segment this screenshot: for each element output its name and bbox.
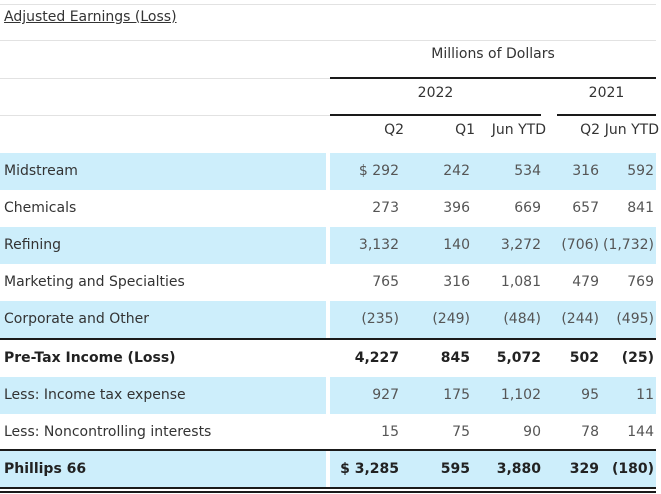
cell-ytd-2022: 1,081 bbox=[500, 274, 541, 290]
column-gap bbox=[326, 377, 330, 414]
units-header: Millions of Dollars bbox=[431, 46, 555, 62]
row-label: Marketing and Specialties bbox=[4, 274, 185, 290]
row-label: Midstream bbox=[4, 163, 78, 179]
row-label: Corporate and Other bbox=[4, 311, 149, 327]
row-label: Phillips 66 bbox=[4, 461, 87, 477]
column-gap bbox=[326, 301, 330, 338]
table-row-noncontrolling: Less: Noncontrolling interests 15 75 90 … bbox=[0, 414, 656, 451]
cell-ytd-2021: (25) bbox=[621, 350, 654, 366]
cell-ytd-2021: 841 bbox=[627, 200, 654, 216]
column-gap bbox=[326, 227, 330, 264]
year-2021-rule bbox=[557, 114, 656, 116]
cell-q2-2021: 95 bbox=[581, 387, 599, 403]
cell-q2-2022: $ 292 bbox=[358, 163, 399, 179]
col-header-q2-2022: Q2 bbox=[384, 122, 404, 138]
row-label: Less: Income tax expense bbox=[4, 387, 186, 403]
cell-q2-2022: (235) bbox=[361, 311, 399, 327]
cell-q2-2021: 316 bbox=[572, 163, 599, 179]
row-label: Refining bbox=[4, 237, 62, 253]
table-row-corporate: Corporate and Other (235) (249) (484) (2… bbox=[0, 301, 656, 338]
divider bbox=[0, 4, 656, 5]
table-row-midstream: Midstream $ 292 242 534 316 592 bbox=[0, 153, 656, 190]
cell-ytd-2021: 769 bbox=[627, 274, 654, 290]
cell-q2-2021: (244) bbox=[561, 311, 599, 327]
cell-ytd-2022: 669 bbox=[514, 200, 541, 216]
divider bbox=[0, 40, 656, 41]
cell-q1-2022: 316 bbox=[443, 274, 470, 290]
double-rule-top bbox=[0, 487, 656, 489]
cell-ytd-2021: 144 bbox=[627, 424, 654, 440]
cell-q2-2022: 927 bbox=[372, 387, 399, 403]
cell-q2-2022: $ 3,285 bbox=[340, 461, 399, 477]
cell-q1-2022: 595 bbox=[440, 461, 470, 477]
divider bbox=[0, 78, 330, 79]
cell-ytd-2022: 1,102 bbox=[500, 387, 541, 403]
cell-ytd-2022: 5,072 bbox=[496, 350, 541, 366]
cell-ytd-2021: (1,732) bbox=[602, 237, 654, 253]
year-2021-header: 2021 bbox=[588, 85, 625, 101]
divider bbox=[0, 115, 330, 116]
cell-q2-2021: (706) bbox=[561, 237, 599, 253]
col-header-ytd-2021: Jun YTD bbox=[604, 122, 659, 138]
table-row-marketing: Marketing and Specialties 765 316 1,081 … bbox=[0, 264, 656, 301]
cell-ytd-2022: (484) bbox=[503, 311, 541, 327]
cell-q2-2022: 3,132 bbox=[358, 237, 399, 253]
cell-q1-2022: (249) bbox=[432, 311, 470, 327]
cell-q1-2022: 845 bbox=[440, 350, 470, 366]
total-rule bbox=[0, 449, 656, 451]
cell-q2-2021: 479 bbox=[572, 274, 599, 290]
column-gap bbox=[326, 451, 330, 488]
table-row-chemicals: Chemicals 273 396 669 657 841 bbox=[0, 190, 656, 227]
row-label: Chemicals bbox=[4, 200, 77, 216]
cell-ytd-2021: (495) bbox=[616, 311, 654, 327]
cell-ytd-2022: 3,880 bbox=[496, 461, 541, 477]
table-row-income-tax: Less: Income tax expense 927 175 1,102 9… bbox=[0, 377, 656, 414]
col-header-q2-2021: Q2 bbox=[580, 122, 600, 138]
cell-q2-2021: 657 bbox=[572, 200, 599, 216]
header-rule bbox=[330, 77, 656, 79]
table-row-pretax-income: Pre-Tax Income (Loss) 4,227 845 5,072 50… bbox=[0, 340, 656, 377]
column-gap bbox=[326, 153, 330, 190]
cell-q2-2021: 329 bbox=[569, 461, 599, 477]
table-row-total: Phillips 66 $ 3,285 595 3,880 329 (180) bbox=[0, 451, 656, 488]
cell-ytd-2022: 90 bbox=[523, 424, 541, 440]
cell-ytd-2021: (180) bbox=[611, 461, 654, 477]
table-row-refining: Refining 3,132 140 3,272 (706) (1,732) bbox=[0, 227, 656, 264]
cell-q1-2022: 140 bbox=[443, 237, 470, 253]
double-rule-bottom bbox=[0, 491, 656, 493]
cell-q1-2022: 75 bbox=[452, 424, 470, 440]
year-2022-header: 2022 bbox=[417, 85, 454, 101]
cell-q2-2021: 78 bbox=[581, 424, 599, 440]
cell-ytd-2021: 11 bbox=[636, 387, 654, 403]
row-label: Less: Noncontrolling interests bbox=[4, 424, 212, 440]
cell-ytd-2022: 3,272 bbox=[500, 237, 541, 253]
cell-q2-2022: 4,227 bbox=[354, 350, 399, 366]
table-title: Adjusted Earnings (Loss) bbox=[4, 9, 177, 25]
year-2022-rule bbox=[330, 114, 541, 116]
cell-ytd-2022: 534 bbox=[514, 163, 541, 179]
cell-q1-2022: 396 bbox=[443, 200, 470, 216]
cell-q2-2021: 502 bbox=[569, 350, 599, 366]
col-header-ytd-2022: Jun YTD bbox=[491, 122, 546, 138]
col-header-q1-2022: Q1 bbox=[455, 122, 475, 138]
cell-q2-2022: 15 bbox=[381, 424, 399, 440]
cell-q2-2022: 273 bbox=[372, 200, 399, 216]
cell-q1-2022: 175 bbox=[443, 387, 470, 403]
row-label: Pre-Tax Income (Loss) bbox=[4, 350, 176, 366]
subtotal-rule bbox=[0, 338, 656, 340]
cell-q1-2022: 242 bbox=[443, 163, 470, 179]
cell-ytd-2021: 592 bbox=[627, 163, 654, 179]
cell-q2-2022: 765 bbox=[372, 274, 399, 290]
